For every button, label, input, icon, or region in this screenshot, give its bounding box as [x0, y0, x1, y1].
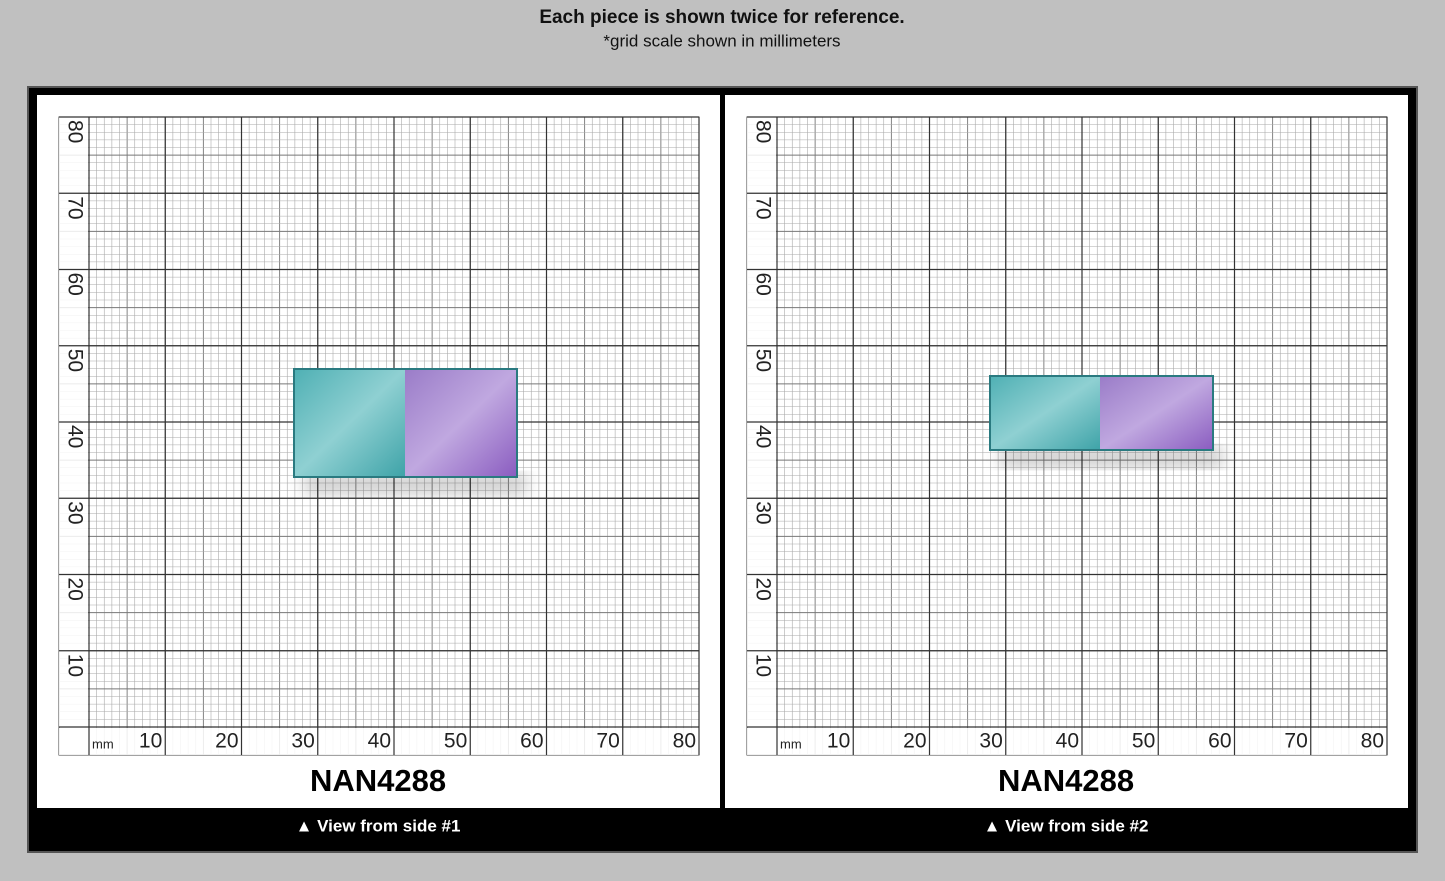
stone-shadow	[304, 473, 527, 495]
caption: ▲ View from side #1	[296, 816, 461, 835]
piece-label: NAN4288	[310, 763, 446, 798]
stone-shadow	[1000, 446, 1223, 468]
y-scale-label: 50	[751, 349, 774, 372]
piece-label: NAN4288	[998, 763, 1134, 798]
x-scale-label: 50	[1132, 730, 1155, 753]
x-scale-label: 70	[596, 730, 619, 753]
y-scale-label: 30	[751, 501, 774, 524]
caption-bar	[37, 808, 720, 845]
y-scale-label: 80	[63, 120, 86, 143]
caption-bar	[725, 808, 1408, 845]
y-scale-label: 70	[63, 196, 86, 219]
y-scale-label: 40	[63, 425, 86, 448]
y-scale-label: 30	[63, 501, 86, 524]
x-scale-label: 20	[903, 730, 926, 753]
panel: 10 20 30 40 50 60 70 80 10 20 30 40 50 60 70 80 mm NAN428…	[725, 95, 1408, 845]
caption: ▲ View from side #2	[984, 816, 1149, 835]
x-scale-label: 50	[444, 730, 467, 753]
y-scale-label: 60	[751, 273, 774, 296]
panels: 10 20 30 40 50 60 70 80 10 20 30 40 50 60 70 80 mm NAN428…	[37, 95, 1408, 845]
stone-edge	[293, 368, 518, 478]
y-scale-label: 10	[63, 654, 86, 677]
y-scale-label: 40	[751, 425, 774, 448]
stone-teal	[294, 369, 405, 477]
x-scale-label: 20	[215, 730, 238, 753]
x-scale-label: 40	[368, 730, 391, 753]
y-scale-label: 20	[63, 578, 86, 601]
x-scale-label: 80	[1361, 730, 1384, 753]
x-scale-label: 80	[673, 730, 696, 753]
unit-label: mm	[92, 736, 114, 751]
stone-edge	[989, 375, 1214, 451]
x-scale-label: 60	[520, 730, 543, 753]
y-scale-label: 70	[751, 196, 774, 219]
unit-label: mm	[780, 736, 802, 751]
title: Each piece is shown twice for reference.	[539, 7, 904, 28]
stone-purple	[405, 369, 517, 477]
subtitle: *grid scale shown in millimeters	[603, 31, 840, 50]
x-scale-label: 10	[827, 730, 850, 753]
x-scale-label: 10	[139, 730, 162, 753]
x-scale-label: 30	[291, 730, 314, 753]
y-scale-label: 80	[751, 120, 774, 143]
y-scale-label: 50	[63, 349, 86, 372]
x-scale-label: 30	[979, 730, 1002, 753]
panel: 10 20 30 40 50 60 70 80 10 20 30 40 50 60 70 80 mm NAN428…	[37, 95, 720, 845]
y-scale-label: 20	[751, 578, 774, 601]
stone-teal	[990, 376, 1100, 450]
x-scale-label: 40	[1056, 730, 1079, 753]
x-scale-label: 60	[1208, 730, 1231, 753]
y-scale-label: 10	[751, 654, 774, 677]
y-scale-label: 60	[63, 273, 86, 296]
stone-purple	[1100, 376, 1213, 450]
x-scale-label: 70	[1284, 730, 1307, 753]
